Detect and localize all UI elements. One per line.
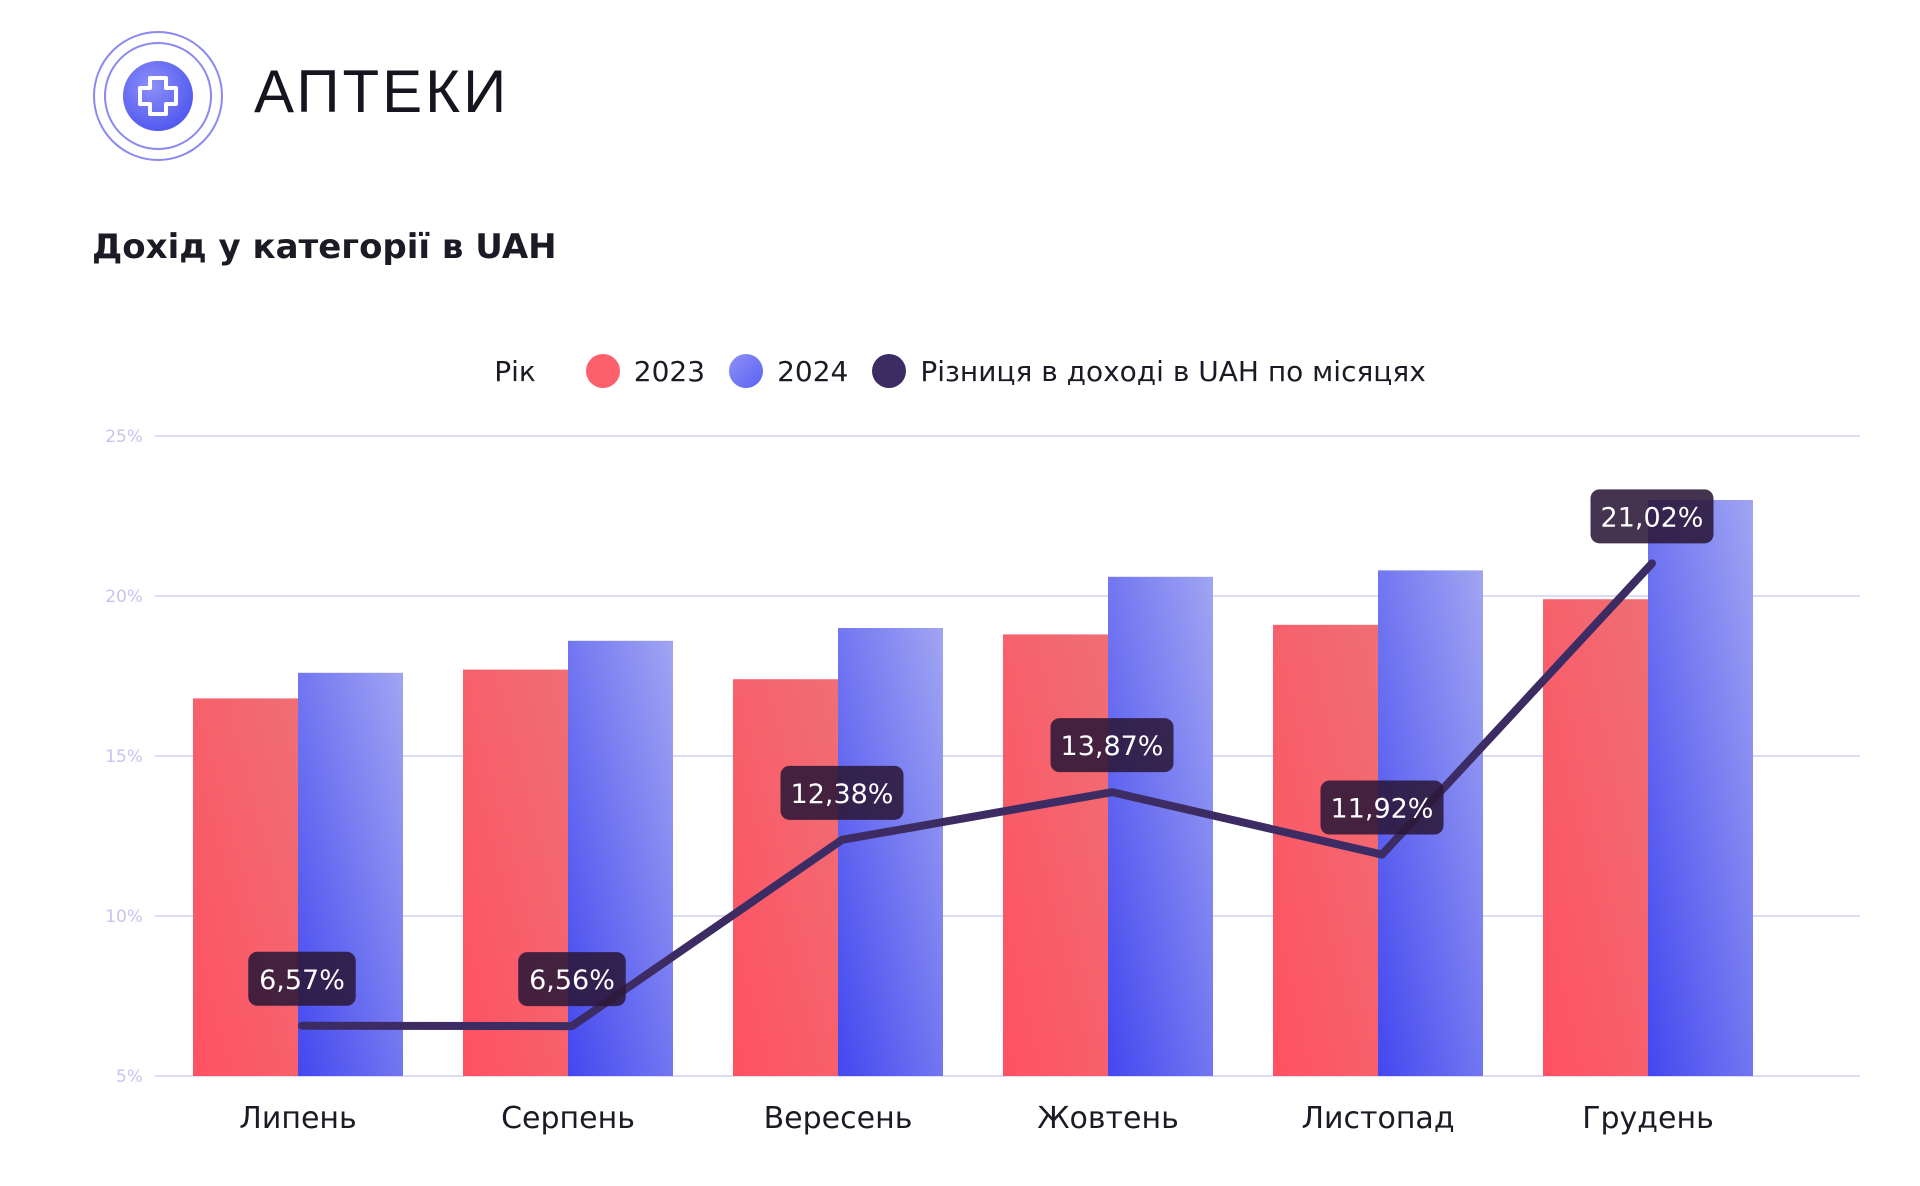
bar-2024 <box>1108 576 1213 1076</box>
bar-2024 <box>1648 500 1753 1076</box>
bar-2024 <box>568 640 673 1076</box>
y-tick-label: 25% <box>105 427 143 447</box>
difference-point <box>301 1024 303 1027</box>
difference-point <box>1651 562 1653 565</box>
bar-2023 <box>193 698 298 1076</box>
data-label: 6,57% <box>259 965 345 996</box>
difference-point <box>1381 853 1383 856</box>
bar-2024 <box>838 628 943 1076</box>
x-tick-label: Жовтень <box>1037 1101 1179 1136</box>
data-label: 6,56% <box>529 965 615 996</box>
brand-name: АПТЕКИ <box>254 58 510 125</box>
data-label-box <box>780 765 904 820</box>
data-label: 13,87% <box>1061 731 1164 762</box>
data-label-box <box>1050 718 1174 773</box>
bar-2023 <box>463 669 568 1076</box>
legend-swatch-diff <box>872 354 907 388</box>
y-tick-label: 20% <box>105 587 143 607</box>
difference-point <box>571 1025 573 1028</box>
legend-title: Рік <box>494 354 536 388</box>
x-tick-label: Вересень <box>764 1101 913 1136</box>
bar-2024 <box>298 672 403 1076</box>
x-tick-label: Серпень <box>501 1101 635 1136</box>
bar-2023 <box>1543 599 1648 1076</box>
y-tick-label: 5% <box>116 1067 143 1087</box>
x-tick-label: Липень <box>239 1101 356 1136</box>
page-title: Дохід у категорії в UAH <box>92 227 557 267</box>
y-tick-label: 10% <box>105 907 143 927</box>
legend-label-2024: 2024 <box>777 354 849 388</box>
difference-point <box>841 838 843 841</box>
data-label-box <box>518 952 626 1007</box>
x-tick-label: Грудень <box>1582 1101 1714 1136</box>
data-label: 12,38% <box>791 779 894 810</box>
legend-swatch-2024 <box>729 354 764 388</box>
bar-2023 <box>1003 634 1108 1076</box>
chart-legend: Рік 2023 2024 Різниця в доході в UAH по … <box>0 350 1920 392</box>
difference-point <box>1111 791 1113 794</box>
logo <box>92 30 224 162</box>
legend-label-diff: Різниця в доході в UAH по місяцях <box>920 354 1426 388</box>
legend-item-diff: Різниця в доході в UAH по місяцях <box>872 354 1426 388</box>
legend-item-2024: 2024 <box>729 354 848 388</box>
data-label-box <box>1320 780 1444 835</box>
x-tick-label: Листопад <box>1301 1101 1454 1136</box>
data-label-box <box>248 951 356 1006</box>
legend-label-2023: 2023 <box>633 354 706 388</box>
data-label: 21,02% <box>1601 502 1704 533</box>
y-tick-label: 15% <box>105 747 143 767</box>
data-label: 11,92% <box>1331 794 1434 825</box>
medical-cross-icon <box>93 31 223 161</box>
legend-item-2023: 2023 <box>585 354 706 388</box>
data-label-box <box>1590 489 1714 544</box>
legend-swatch-2023 <box>585 354 620 388</box>
